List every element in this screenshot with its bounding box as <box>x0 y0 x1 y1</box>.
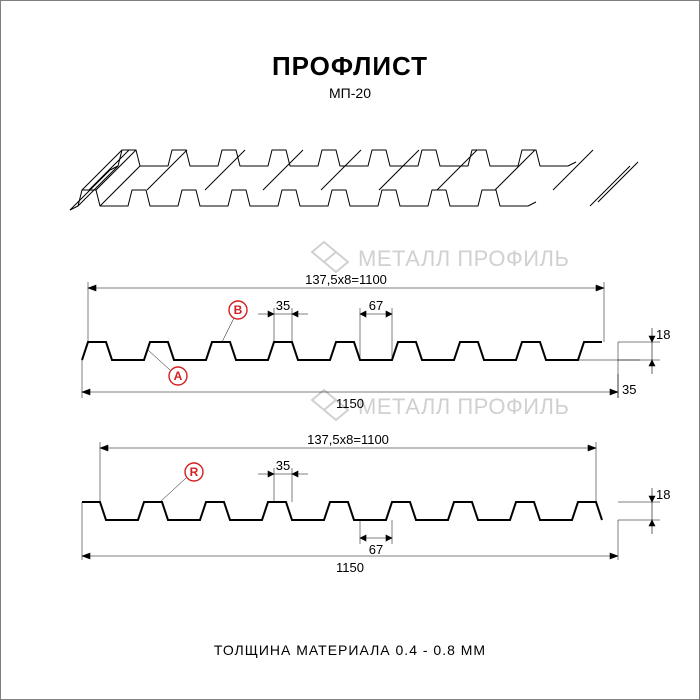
dim-18-1: 18 <box>618 327 670 374</box>
dim-overall-2: 1150 <box>82 553 618 575</box>
page-title: ПРОФЛИСТ <box>272 51 428 81</box>
svg-text:18: 18 <box>656 327 670 342</box>
dim-pitch-2: 137,5х8=1100 <box>100 432 596 451</box>
iso-view <box>70 150 638 210</box>
dim-35-top-2: 35 <box>258 458 308 502</box>
svg-text:18: 18 <box>656 487 670 502</box>
svg-text:A: A <box>174 369 183 383</box>
svg-text:35: 35 <box>276 298 290 313</box>
marker-r: R <box>160 463 203 502</box>
dim-18-2: 18 <box>618 487 670 534</box>
svg-text:МЕТАЛЛ ПРОФИЛЬ: МЕТАЛЛ ПРОФИЛЬ <box>358 246 569 271</box>
drawing: ПРОФЛИСТ МП-20 МЕТАЛЛ ПРОФИЛЬ МЕТАЛЛ ПРО… <box>0 0 700 700</box>
svg-text:35: 35 <box>276 458 290 473</box>
svg-text:137,5х8=1100: 137,5х8=1100 <box>305 272 387 287</box>
watermark-upper: МЕТАЛЛ ПРОФИЛЬ <box>312 242 569 272</box>
model-code: МП-20 <box>329 85 371 101</box>
svg-text:B: B <box>234 303 243 317</box>
dim-67-bot-2: 67 <box>360 520 392 557</box>
dim-67-bot-1: 67 <box>360 298 392 360</box>
svg-text:67: 67 <box>369 298 383 313</box>
marker-b: B <box>222 301 247 342</box>
dim-pitch-1: 137,5х8=1100 <box>88 272 604 291</box>
svg-text:МЕТАЛЛ ПРОФИЛЬ: МЕТАЛЛ ПРОФИЛЬ <box>358 394 569 419</box>
svg-text:137,5х8=1100: 137,5х8=1100 <box>307 432 389 447</box>
svg-text:67: 67 <box>369 542 383 557</box>
section-ab: 137,5х8=1100 35 67 18 <box>82 272 670 411</box>
svg-text:35: 35 <box>622 382 636 397</box>
dim-35-top-1: 35 <box>258 298 308 342</box>
svg-text:R: R <box>190 465 199 479</box>
svg-text:1150: 1150 <box>336 396 364 411</box>
section-r: 137,5х8=1100 35 67 18 <box>82 432 670 575</box>
marker-a: A <box>148 350 187 385</box>
thickness-label: ТОЛЩИНА МАТЕРИАЛА 0.4 - 0.8 ММ <box>214 642 486 658</box>
svg-text:1150: 1150 <box>336 560 364 575</box>
